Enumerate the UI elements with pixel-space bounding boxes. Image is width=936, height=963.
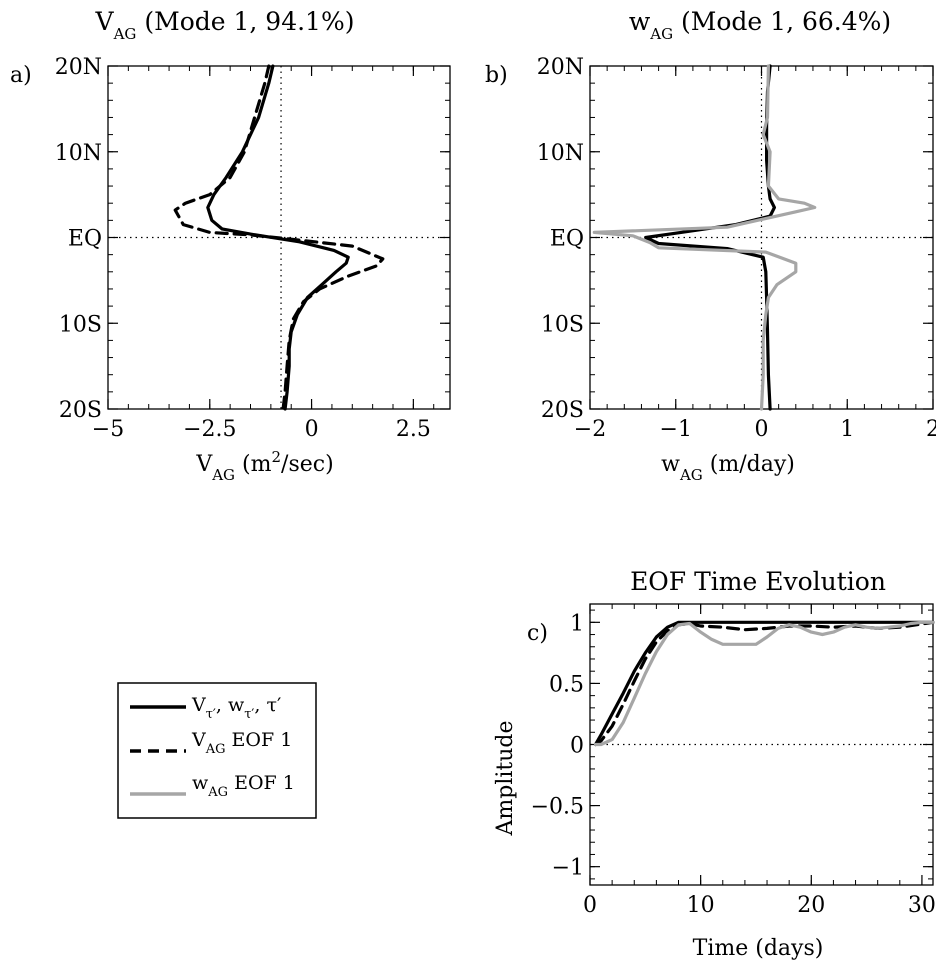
y-tick-label: 20N — [55, 55, 102, 80]
x-tick-label: −2.5 — [183, 417, 236, 442]
x-tick-label: 20 — [797, 893, 825, 918]
panel-c-xlabel: Time (days) — [693, 936, 824, 961]
y-tick-label: −0.5 — [531, 795, 584, 820]
y-tick-label: −1 — [552, 856, 584, 881]
y-tick-label: 20S — [59, 398, 102, 423]
legend-entry-wag: wAG EOF 1 — [192, 772, 295, 800]
panel-b-xlabel: wAG (m/day) — [661, 452, 795, 484]
y-tick-label: 10S — [59, 312, 102, 337]
series-line-solid-black — [644, 64, 777, 411]
y-tick-label: 20S — [541, 398, 584, 423]
x-tick-label: 2.5 — [396, 417, 431, 442]
x-tick-label: 0 — [583, 893, 597, 918]
y-tick-label: 20N — [537, 55, 584, 80]
series-line-solid-gray — [592, 64, 817, 411]
y-tick-label: EQ — [550, 227, 584, 252]
panel-b-letter: b) — [485, 63, 508, 88]
y-tick-label: 1 — [570, 611, 584, 636]
x-tick-label: 2 — [926, 417, 936, 442]
legend: Vτ′, wτ′, τ′ VAG EOF 1 wAG EOF 1 — [117, 682, 317, 819]
x-tick-label: 1 — [840, 417, 854, 442]
x-tick-label: 0 — [755, 417, 769, 442]
y-tick-label: EQ — [68, 227, 102, 252]
x-tick-label: 10 — [687, 893, 715, 918]
panel-a-plot: −5 −2.5 0 2.5 20N 10N EQ 10S 20S — [55, 55, 451, 442]
y-tick-label: 10N — [55, 141, 102, 166]
series-line-solid-gray — [593, 620, 935, 747]
legend-entry-vag: VAG EOF 1 — [191, 729, 292, 757]
y-tick-label: 10N — [537, 141, 584, 166]
x-tick-label: −5 — [92, 417, 124, 442]
panel-b-plot: −2 −1 0 1 2 20N 10N EQ 10S 20S — [537, 55, 936, 442]
panel-c-letter: c) — [527, 621, 548, 646]
panel-b: wAG (Mode 1, 66.4%) b) −2 −1 0 1 2 20N 10N EQ 10… — [485, 7, 936, 484]
panel-c-ylabel: Amplitude — [493, 720, 518, 836]
x-tick-label: 30 — [908, 893, 936, 918]
panel-a-xlabel: VAG (m2/sec) — [195, 448, 333, 484]
y-tick-label: 10S — [541, 312, 584, 337]
y-tick-label: 0.5 — [549, 672, 584, 697]
x-tick-label: 0 — [305, 417, 319, 442]
panel-c-title: EOF Time Evolution — [630, 567, 886, 596]
panel-a-title: VAG (Mode 1, 94.1%) — [95, 7, 355, 43]
panel-b-title: wAG (Mode 1, 66.4%) — [629, 7, 891, 43]
x-tick-label: −2 — [574, 417, 606, 442]
panel-c-plot: 0 10 20 30 1 0.5 0 −0.5 −1 — [531, 603, 936, 918]
y-tick-label: 0 — [570, 734, 584, 759]
series-line-dashed-black — [593, 620, 935, 747]
series-line-dashed-black — [173, 64, 385, 411]
panel-c: EOF Time Evolution c) 0 10 20 30 1 0.5 0 −0.5 −1… — [493, 567, 936, 961]
panel-a-letter: a) — [10, 63, 32, 88]
series-line-solid-black — [593, 620, 935, 747]
x-tick-label: −1 — [660, 417, 692, 442]
panel-a: VAG (Mode 1, 94.1%) a) −5 −2.5 0 2.5 20N 10N E… — [10, 7, 451, 484]
